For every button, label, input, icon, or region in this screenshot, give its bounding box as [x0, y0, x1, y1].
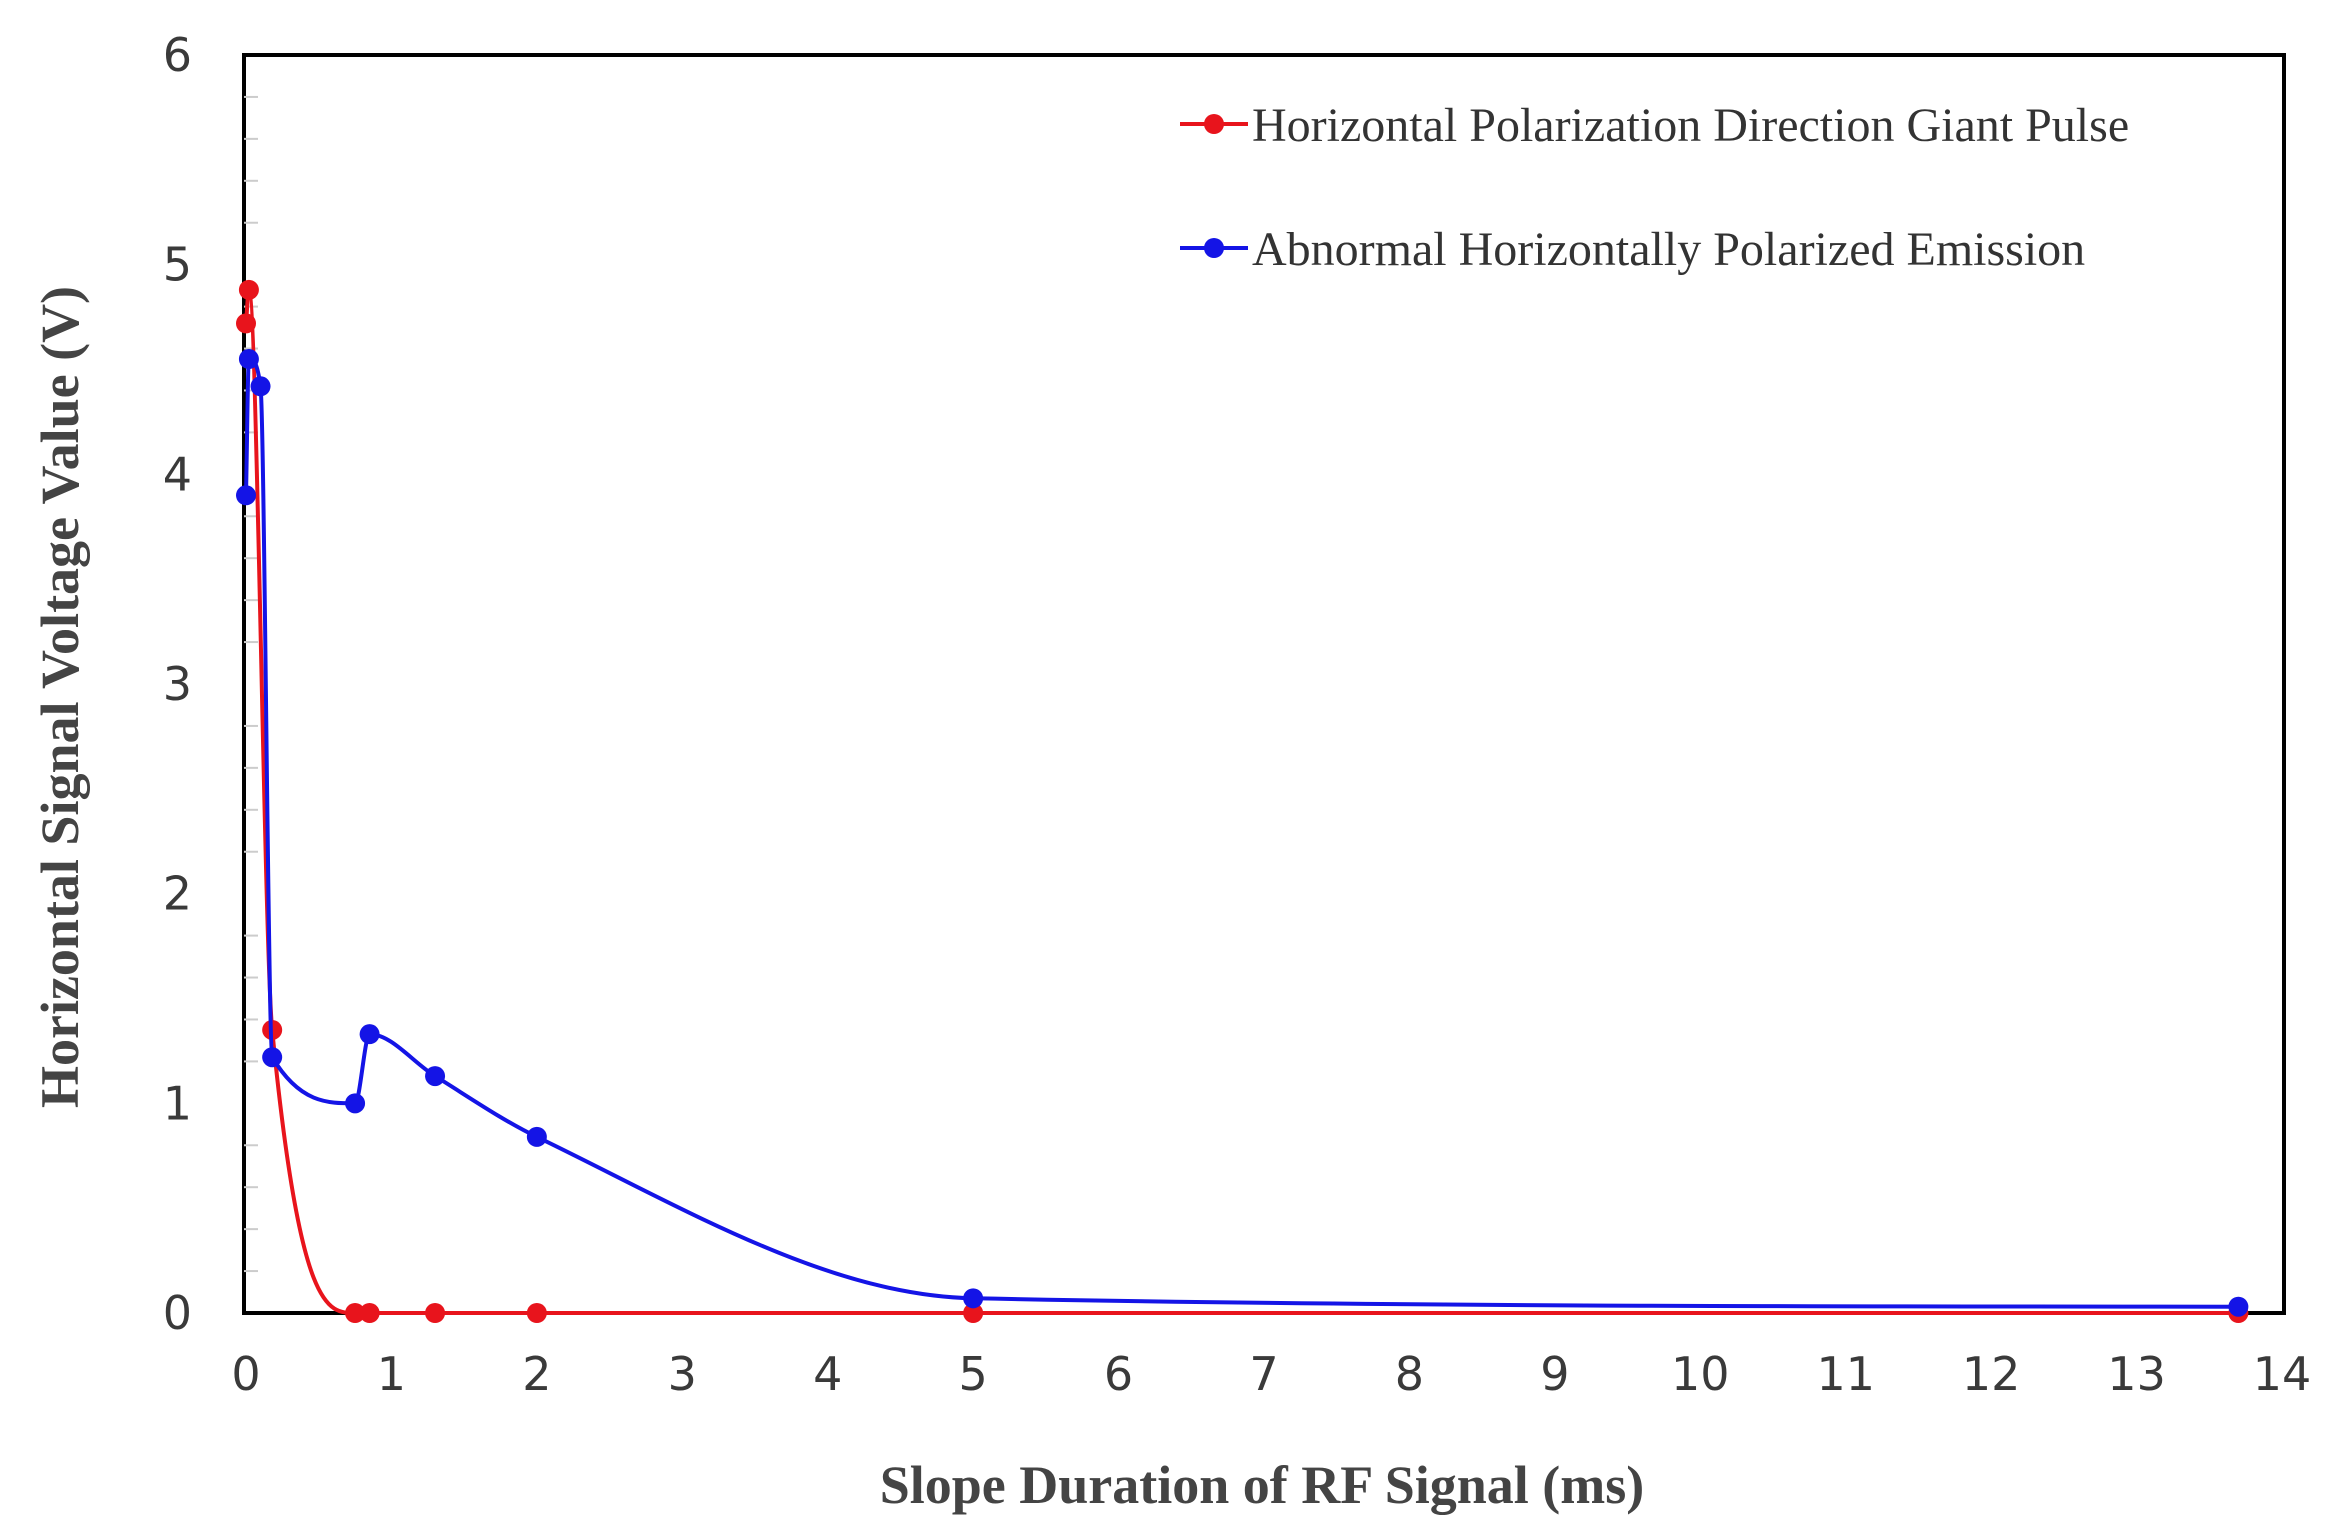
x-tick-labels: 0 1 2 3 4 5 6 7 8 9 10 11 12 13 14: [231, 1347, 2311, 1401]
data-point: [238, 279, 259, 300]
legend: Horizontal Polarization Direction Giant …: [1180, 99, 2129, 276]
x-tick-label: 1: [377, 1347, 406, 1401]
data-point: [526, 1303, 547, 1323]
minor-ticks: [244, 95, 258, 1273]
x-tick-label: 11: [1816, 1347, 1875, 1401]
x-tick-label: 12: [1962, 1347, 2021, 1401]
x-tick-label: 14: [2253, 1347, 2312, 1401]
data-point: [963, 1303, 984, 1323]
x-tick-label: 3: [668, 1347, 697, 1401]
data-point: [262, 1047, 283, 1068]
x-tick-label: 2: [522, 1347, 551, 1401]
y-tick-labels: 0 1 2 3 4 5 6: [163, 28, 192, 1340]
y-tick-label: 6: [163, 28, 192, 82]
plot-area: [242, 53, 2286, 1315]
legend-item: Horizontal Polarization Direction Giant …: [1180, 99, 2129, 152]
series-layer: [236, 279, 2249, 1323]
y-tick-label: 3: [163, 657, 192, 711]
legend-swatch-marker: [1204, 238, 1224, 258]
data-point: [345, 1093, 366, 1114]
x-tick-label: 9: [1540, 1347, 1569, 1401]
data-point: [359, 1024, 380, 1045]
series-1: [236, 279, 2249, 1323]
data-point: [236, 313, 256, 334]
series-line: [244, 287, 2239, 1316]
y-tick-label: 4: [163, 447, 192, 501]
legend-swatch-marker: [1204, 114, 1224, 134]
data-point: [526, 1126, 547, 1147]
data-point: [238, 349, 259, 370]
data-point: [236, 485, 256, 506]
series-2: [236, 349, 2249, 1317]
x-tick-label: 5: [959, 1347, 988, 1401]
x-tick-label: 13: [2107, 1347, 2166, 1401]
x-axis-title: Slope Duration of RF Signal (ms): [880, 1455, 1645, 1515]
legend-label: Horizontal Polarization Direction Giant …: [1252, 99, 2129, 152]
data-point: [359, 1303, 380, 1323]
y-tick-label: 1: [163, 1076, 192, 1130]
data-point: [2228, 1296, 2249, 1317]
x-tick-label: 8: [1395, 1347, 1424, 1401]
x-tick-label: 0: [231, 1347, 260, 1401]
y-tick-label: 5: [163, 238, 192, 292]
x-tick-label: 7: [1249, 1347, 1278, 1401]
data-point: [345, 1303, 366, 1323]
y-axis-title: Horizontal Signal Voltage Value (V): [30, 286, 90, 1108]
series-line: [244, 356, 2239, 1309]
legend-label: Abnormal Horizontally Polarized Emission: [1252, 223, 2085, 276]
data-point: [425, 1066, 446, 1087]
y-tick-label: 0: [163, 1286, 192, 1340]
y-tick-label: 2: [163, 867, 192, 921]
x-tick-label: 10: [1671, 1347, 1730, 1401]
data-point: [250, 376, 271, 397]
x-tick-label: 4: [813, 1347, 842, 1401]
data-point: [963, 1288, 984, 1309]
data-point: [425, 1303, 446, 1323]
x-tick-label: 6: [1104, 1347, 1133, 1401]
legend-item: Abnormal Horizontally Polarized Emission: [1180, 223, 2085, 276]
